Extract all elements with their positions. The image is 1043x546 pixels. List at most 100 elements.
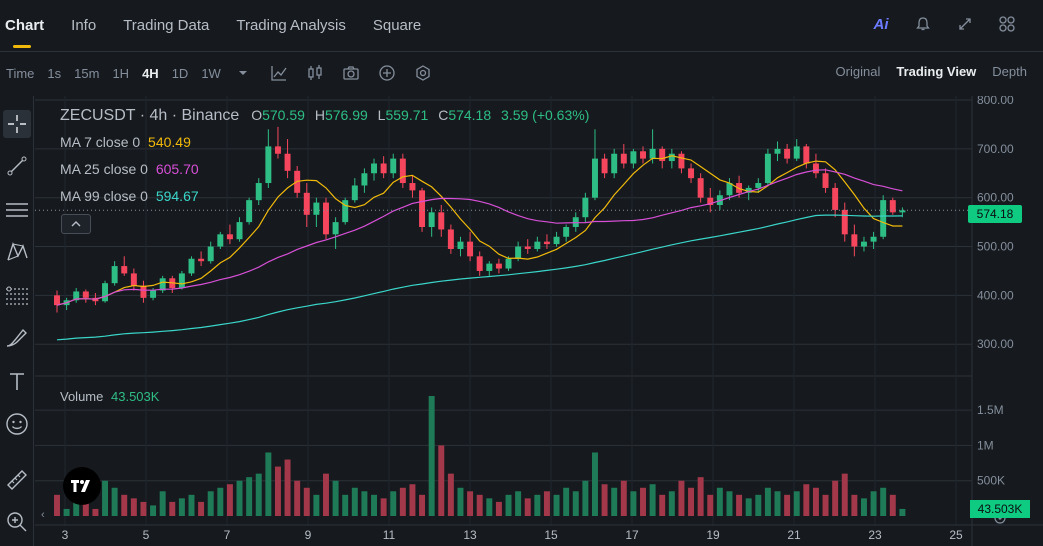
volume-bar	[505, 494, 512, 516]
candle-body	[159, 278, 166, 291]
camera-icon[interactable]	[342, 64, 360, 82]
time-tick-label: 3	[62, 528, 69, 542]
volume-bar	[207, 491, 214, 516]
candle-body	[380, 163, 387, 174]
bell-icon[interactable]	[913, 14, 933, 34]
trend-line-icon[interactable]	[3, 152, 31, 180]
interval-1h[interactable]: 1H	[112, 65, 130, 81]
view-trading-view[interactable]: Trading View	[896, 64, 977, 79]
volume-bar	[620, 480, 627, 516]
symbol-title: ZECUSDT · 4h · Binance	[60, 107, 240, 124]
candle-body	[476, 256, 483, 271]
volume-bar	[543, 491, 550, 516]
add-indicator-icon[interactable]	[378, 64, 396, 82]
candle-body	[870, 236, 877, 242]
volume-bar	[303, 487, 310, 516]
candle-body	[640, 151, 646, 159]
volume-bar	[73, 501, 80, 516]
fib-icon[interactable]	[3, 282, 31, 310]
volume-bar	[265, 452, 272, 516]
emoji-icon[interactable]	[3, 410, 31, 438]
brush-icon[interactable]	[3, 324, 31, 352]
price-tick-label: 800.00	[977, 96, 1014, 107]
tab-trading-analysis[interactable]: Trading Analysis	[236, 16, 346, 34]
volume-bar	[351, 487, 358, 516]
volume-tick-label: 500K	[977, 474, 1005, 488]
volume-bar	[255, 473, 262, 516]
open-value: 570.59	[262, 107, 305, 123]
time-tick-label: 5	[143, 528, 150, 542]
axes: 800.00 700.00 600.00 500.00 400.00 300.00 1.5M…	[35, 93, 1043, 546]
volume-bar	[812, 487, 819, 516]
candle-body	[102, 283, 109, 302]
settings-hex-icon[interactable]	[414, 64, 432, 82]
volume-legend: Volume 43.503K	[60, 389, 159, 404]
candle-body	[880, 200, 887, 237]
candle-body	[390, 158, 397, 174]
interval-15m[interactable]: 15m	[74, 65, 100, 81]
view-depth[interactable]: Depth	[992, 64, 1027, 79]
candle-body	[130, 273, 137, 286]
ruler-icon[interactable]	[3, 466, 31, 494]
tab-info[interactable]: Info	[71, 16, 97, 34]
volume-bar	[121, 494, 128, 516]
pattern-icon[interactable]	[3, 238, 31, 266]
volume-bar	[515, 491, 522, 516]
volume-tick-label: 1M	[977, 438, 994, 452]
volume-bar	[803, 484, 810, 516]
horizontal-lines-icon[interactable]	[3, 196, 31, 224]
candle-body	[726, 183, 733, 196]
ma7-label: MA 7 close 0	[60, 134, 141, 150]
expand-icon[interactable]	[955, 14, 975, 34]
text-tool-icon[interactable]	[3, 368, 31, 396]
tab-chart[interactable]: Chart	[5, 0, 44, 52]
volume-bar	[140, 501, 147, 516]
candle-body	[409, 183, 416, 191]
candlestick-chart[interactable]: 800.00 700.00 600.00 500.00 400.00 300.00 1.5M…	[35, 93, 1043, 546]
ai-icon[interactable]: Ai	[873, 15, 889, 33]
interval-1s[interactable]: 1s	[47, 65, 62, 81]
candle-body	[860, 241, 867, 247]
zoom-in-icon[interactable]	[3, 508, 31, 536]
volume-bar	[793, 491, 800, 516]
tab-square[interactable]: Square	[372, 16, 422, 34]
candle-body	[207, 246, 214, 262]
volume-bar	[822, 494, 829, 516]
tradingview-logo-icon[interactable]	[63, 467, 101, 505]
collapse-legend-button[interactable]	[61, 214, 91, 234]
volume-bar	[111, 487, 118, 516]
candles	[54, 126, 906, 313]
interval-dropdown-icon[interactable]	[234, 64, 252, 82]
candle-body	[745, 187, 752, 193]
volume-bar	[860, 498, 867, 516]
volume-bar	[841, 473, 848, 516]
view-switcher: Original Trading View Depth	[836, 64, 1027, 79]
volume-bar	[745, 498, 752, 516]
ohlc-line: ZECUSDT · 4h · Binance O570.59 H576.99 L…	[60, 105, 589, 132]
low-value: 559.71	[385, 107, 429, 123]
candle-body	[486, 263, 493, 271]
ma7-line	[56, 155, 903, 306]
top-tab-bar: Chart Info Trading Data Trading Analysis…	[0, 0, 1043, 52]
volume-bar	[486, 498, 493, 516]
crosshair-icon[interactable]	[3, 110, 31, 138]
volume-bar	[246, 477, 253, 516]
volume-bar	[736, 494, 743, 516]
volume-bar	[726, 491, 733, 516]
candle-body	[217, 234, 224, 247]
interval-4h[interactable]: 4H	[142, 65, 159, 81]
chart-area[interactable]: 800.00 700.00 600.00 500.00 400.00 300.00 1.5M…	[35, 93, 1043, 546]
layout-icon[interactable]	[997, 14, 1017, 34]
candle-body	[342, 200, 349, 223]
view-original[interactable]: Original	[835, 64, 881, 79]
interval-1d[interactable]: 1D	[171, 65, 189, 81]
volume-bar	[380, 498, 387, 516]
tab-trading-data[interactable]: Trading Data	[123, 16, 210, 34]
candle-type-icon[interactable]	[306, 64, 324, 82]
interval-1w[interactable]: 1W	[201, 65, 221, 81]
volume-bar	[82, 494, 89, 516]
candle-body	[534, 241, 541, 249]
indicator-icon[interactable]	[270, 64, 288, 82]
interval-time[interactable]: Time	[6, 65, 35, 81]
volume-bar	[284, 459, 291, 516]
